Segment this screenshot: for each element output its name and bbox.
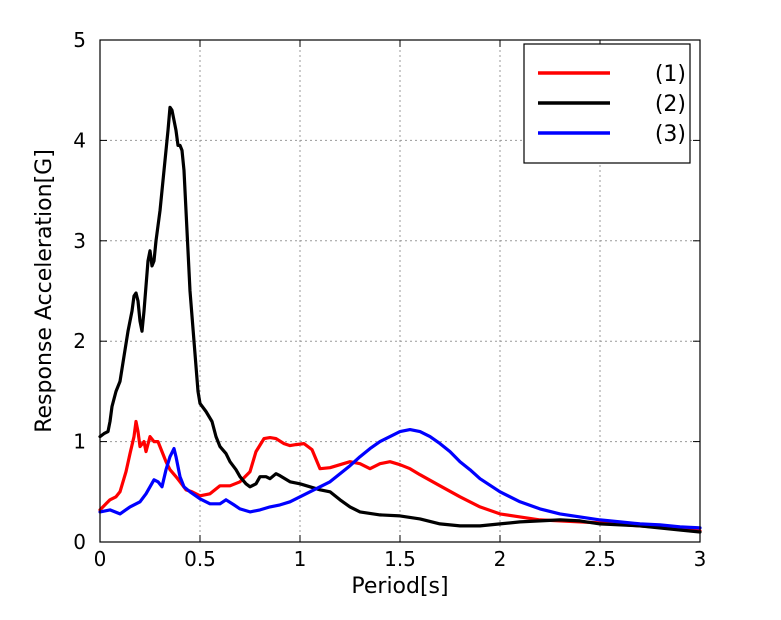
legend-label-3: (3) bbox=[655, 122, 686, 147]
y-tick-label: 1 bbox=[73, 430, 86, 454]
x-tick-label: 0 bbox=[94, 547, 107, 571]
x-tick-labels: 0 0.5 1 1.5 2 2.5 3 bbox=[94, 547, 707, 571]
series-line-1 bbox=[98, 419, 702, 533]
x-tick-label: 2.5 bbox=[584, 547, 616, 571]
legend-label-1: (1) bbox=[655, 62, 686, 87]
x-tick-label: 1 bbox=[294, 547, 307, 571]
y-tick-label: 0 bbox=[73, 530, 86, 554]
x-tick-label: 1.5 bbox=[384, 547, 416, 571]
x-tick-label: 3 bbox=[694, 547, 707, 571]
x-tick-label: 2 bbox=[494, 547, 507, 571]
y-tick-label: 5 bbox=[73, 28, 86, 52]
legend-label-2: (2) bbox=[655, 92, 686, 117]
series-line-2 bbox=[98, 105, 702, 534]
y-tick-labels: 0 1 2 3 4 5 bbox=[73, 28, 86, 554]
series-group bbox=[98, 105, 702, 534]
y-axis-label: Response Acceleration[G] bbox=[32, 149, 57, 433]
y-tick-label: 2 bbox=[73, 329, 86, 353]
series-line-3 bbox=[98, 428, 702, 530]
x-axis-label: Period[s] bbox=[351, 574, 448, 599]
x-tick-label: 0.5 bbox=[184, 547, 216, 571]
y-tick-label: 3 bbox=[73, 229, 86, 253]
legend: (1) (2) (3) bbox=[523, 43, 691, 164]
y-tick-label: 4 bbox=[73, 128, 86, 152]
